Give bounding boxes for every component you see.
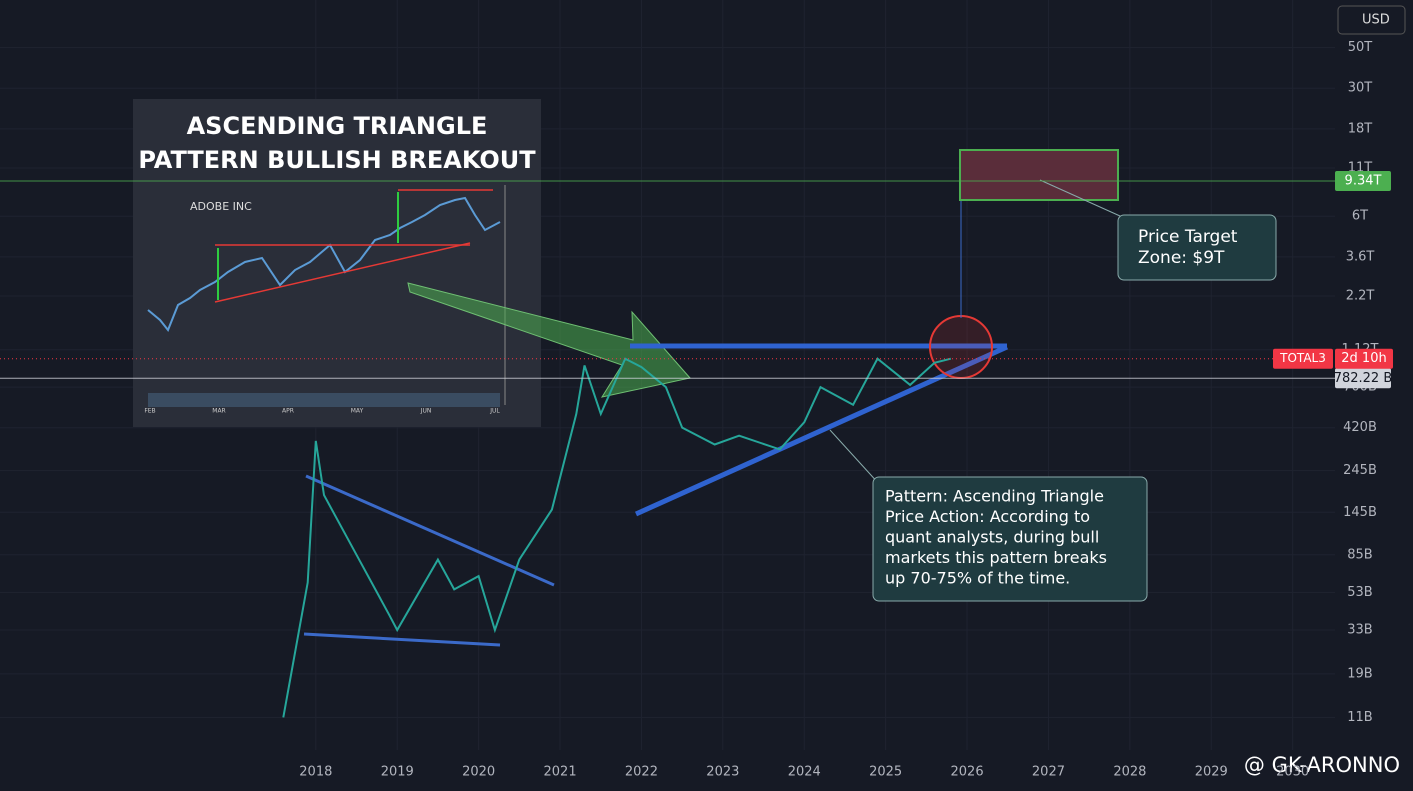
- countdown: 2d 10h: [1341, 351, 1386, 366]
- support-line: [634, 344, 1009, 517]
- annotation: Zone: $9T: [1138, 248, 1225, 268]
- y-tick-label: 85B: [1347, 547, 1372, 562]
- price-label: 9.34T: [1345, 174, 1382, 189]
- symbol-bg: [1273, 348, 1333, 369]
- annotation: quant analysts, during bull: [885, 528, 1099, 547]
- symbol-label: TOTAL3: [1279, 351, 1326, 365]
- y-tick-label: 420B: [1343, 420, 1377, 435]
- inset-month: MAR: [212, 408, 225, 415]
- x-tick-label: 2027: [1032, 765, 1065, 780]
- inset-title: PATTERN BULLISH BREAKOUT: [138, 146, 536, 174]
- x-tick-label: 2024: [788, 765, 821, 780]
- x-tick-label: 2026: [951, 765, 984, 780]
- x-tick-label: 2019: [381, 765, 414, 780]
- x-tick-label: 2018: [299, 765, 332, 780]
- inset-month: APR: [282, 408, 294, 415]
- x-tick-label: 2030: [1276, 765, 1309, 780]
- inset-bg: [133, 99, 541, 427]
- x-tick-label: 2021: [544, 765, 577, 780]
- annotation: markets this pattern breaks: [885, 548, 1107, 567]
- y-tick-label: 50T: [1348, 40, 1373, 55]
- currency[interactable]: USD: [1362, 13, 1390, 28]
- inset-month: MAY: [351, 408, 364, 415]
- trendline: [303, 632, 501, 647]
- watermark: @ GK-ARONNO: [1244, 753, 1400, 777]
- x-tick-label: 2025: [869, 765, 902, 780]
- x-tick-label: 2029: [1195, 765, 1228, 780]
- x-tick-label: 2020: [462, 765, 495, 780]
- price-label-bg: [1335, 368, 1391, 389]
- annotation: Price Target: [1138, 227, 1238, 247]
- x-tick-label: 2028: [1113, 765, 1146, 780]
- callout-line: [829, 429, 881, 486]
- y-tick-label: 33B: [1347, 623, 1372, 638]
- breakout-arrow: [407, 282, 691, 398]
- trendline: [305, 474, 555, 587]
- inset-month: JUL: [489, 408, 500, 415]
- y-tick-label: 53B: [1347, 585, 1372, 600]
- breakout-circle: [929, 315, 993, 379]
- price-line: [282, 357, 952, 718]
- y-tick-label: 145B: [1343, 505, 1377, 520]
- annotation: Price Action: According to: [885, 507, 1090, 526]
- price-label: 782.22 B: [1334, 371, 1393, 386]
- currency-button[interactable]: [1337, 5, 1406, 35]
- callout-box: [872, 476, 1148, 602]
- countdown-bg: [1335, 348, 1393, 369]
- y-tick-label: 6T: [1352, 209, 1368, 224]
- inset: ASCENDING TRIANGLE PATTERN BULLISH BREAK…: [133, 99, 541, 427]
- y-tick-label: 3.6T: [1346, 249, 1375, 264]
- inset-title: ASCENDING TRIANGLE: [187, 112, 488, 140]
- y-tick-label: 245B: [1343, 463, 1377, 478]
- y-tick-label: 19B: [1347, 666, 1372, 681]
- callout-box: [1117, 214, 1277, 281]
- target-zone: [959, 149, 1119, 201]
- inset-support: [214, 242, 471, 303]
- y-tick-label: 11B: [1347, 710, 1372, 725]
- inset-month: FEB: [144, 408, 155, 415]
- price-label-bg: [1335, 171, 1391, 192]
- x-tick-label: 2023: [706, 765, 739, 780]
- x-tick-label: 2022: [625, 765, 658, 780]
- y-tick-label: 2.2T: [1346, 289, 1375, 304]
- annotation: Pattern: Ascending Triangle: [885, 487, 1104, 506]
- y-tick-label: 18T: [1348, 121, 1373, 136]
- annotation: up 70-75% of the time.: [885, 569, 1070, 588]
- inset-month: JUN: [420, 408, 432, 415]
- y-tick-label: 30T: [1348, 81, 1373, 96]
- inset-subtitle: ADOBE INC: [190, 200, 252, 213]
